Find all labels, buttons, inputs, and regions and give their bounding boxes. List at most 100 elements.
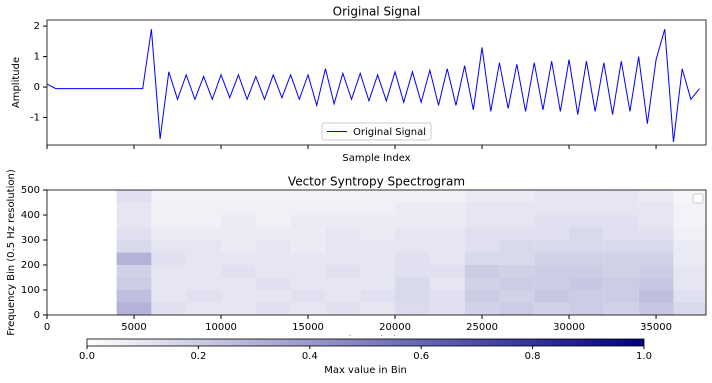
heat-cell [186, 302, 222, 315]
heat-cell [534, 190, 570, 203]
y-tick-label: 0 [34, 310, 40, 321]
heat-cell [255, 227, 291, 240]
heat-cell [499, 240, 535, 253]
heat-cell [499, 277, 535, 290]
heat-cell [638, 240, 674, 253]
heat-cell [534, 252, 570, 265]
x-tick-label: 30000 [553, 322, 585, 333]
heat-cell [47, 265, 82, 278]
heat-cell [464, 215, 500, 228]
heat-cell [638, 265, 674, 278]
heat-cell [603, 265, 639, 278]
heat-cell [290, 227, 326, 240]
colorbar [86, 338, 645, 347]
heat-cell [81, 277, 117, 290]
heat-cell [569, 190, 604, 203]
heat-cell [116, 227, 152, 240]
heat-cell [151, 202, 187, 215]
heat-cell [116, 277, 152, 290]
heat-cell [429, 227, 465, 240]
heat-cell [81, 227, 117, 240]
heat-cell [255, 202, 291, 215]
heat-cell [603, 240, 639, 253]
heat-cell [534, 227, 570, 240]
x-axis-label: Sample Index [342, 153, 410, 164]
heat-cell [569, 240, 604, 253]
heat-cell [221, 277, 256, 290]
heat-cell [534, 302, 570, 315]
heat-cell [464, 227, 500, 240]
heat-cell [603, 302, 639, 315]
heat-cell [569, 227, 604, 240]
heat-cell [325, 227, 361, 240]
heat-cell [255, 215, 291, 228]
heat-cell [290, 290, 326, 303]
heat-cell [325, 277, 361, 290]
heat-cell [429, 190, 465, 203]
heat-cell [360, 190, 396, 203]
heat-cell [569, 202, 604, 215]
heat-cell [47, 240, 82, 253]
legend-label: Original Signal [353, 127, 426, 138]
heat-cell [534, 265, 570, 278]
heat-cell [638, 202, 674, 215]
y-tick-label: 300 [21, 235, 40, 246]
y-tick-label: 2 [34, 21, 40, 32]
heat-cell [290, 202, 326, 215]
signal-line [47, 29, 700, 143]
heat-cell [325, 215, 361, 228]
heat-cell [360, 277, 396, 290]
heat-cell [47, 252, 82, 265]
heat-cell [395, 190, 430, 203]
heat-cell [429, 290, 465, 303]
heat-cell [290, 302, 326, 315]
heat-cell [638, 190, 674, 203]
heat-cell [116, 290, 152, 303]
heat-cell [360, 252, 396, 265]
heat-cell [464, 240, 500, 253]
heat-cell [603, 202, 639, 215]
heat-cell [499, 227, 535, 240]
heat-cell [673, 277, 706, 290]
heat-cell [603, 252, 639, 265]
x-tick-label: 10000 [205, 322, 237, 333]
heat-cell [81, 290, 117, 303]
heat-cell [603, 277, 639, 290]
heat-cell [290, 277, 326, 290]
heat-cell [186, 202, 222, 215]
heat-cell [360, 302, 396, 315]
heat-cell [638, 290, 674, 303]
heat-cell [255, 190, 291, 203]
y-tick-label: 400 [21, 210, 40, 221]
axes-frame [46, 19, 707, 146]
colorbar-tick-label: 0.6 [413, 351, 429, 362]
heat-cell [569, 215, 604, 228]
heat-cell [255, 252, 291, 265]
heat-cell [673, 302, 706, 315]
heat-cell [81, 240, 117, 253]
heat-cell [186, 240, 222, 253]
heat-cell [81, 302, 117, 315]
heat-cell [151, 277, 187, 290]
heat-cell [395, 202, 430, 215]
heat-cell [464, 290, 500, 303]
heat-cell [429, 252, 465, 265]
heat-cell [499, 302, 535, 315]
heat-cell [151, 227, 187, 240]
heat-cell [395, 240, 430, 253]
x-tick-label: 5000 [121, 322, 146, 333]
heat-cell [603, 227, 639, 240]
colorbar-tick-label: 0.4 [302, 351, 318, 362]
heat-cell [429, 277, 465, 290]
heat-cell [47, 215, 82, 228]
heat-cell [395, 215, 430, 228]
heat-cell [116, 302, 152, 315]
legend-box [692, 193, 704, 204]
heat-cell [499, 252, 535, 265]
heat-cell [116, 190, 152, 203]
heat-cell [221, 240, 256, 253]
heat-cell [116, 202, 152, 215]
heat-cell [116, 265, 152, 278]
colorbar-tick-label: 1.0 [636, 351, 652, 362]
heat-cell [603, 215, 639, 228]
